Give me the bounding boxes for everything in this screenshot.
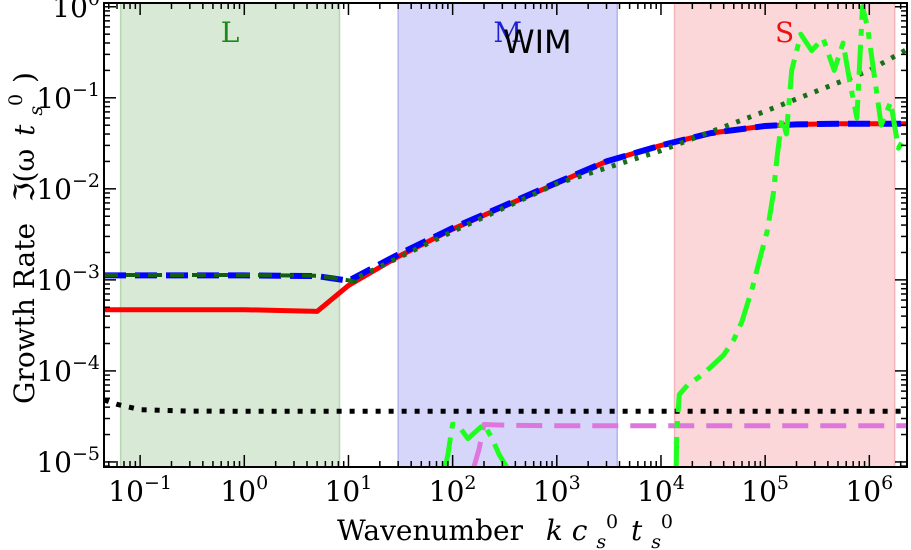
x-tick-label: 102 (429, 472, 477, 508)
y-tick-label: 100 (52, 0, 100, 24)
x-tick-label: 100 (220, 472, 268, 508)
y-axis-label-math: ℑ(ω (8, 149, 41, 202)
plot-frame (103, 2, 908, 468)
x-axis-label-sup1: 0 (606, 511, 618, 533)
y-tick-label: 10−3 (36, 261, 100, 297)
x-axis-label-math: k c (546, 514, 588, 547)
y-axis-label-sub: s (25, 106, 47, 116)
region-label-l: L (221, 16, 240, 49)
y-tick-label: 10−2 (36, 170, 100, 206)
x-tick-label: 10−1 (108, 472, 172, 508)
y-axis-label-close: ) (8, 72, 41, 83)
x-tick-label: 101 (325, 472, 373, 508)
y-axis-label-t: t (8, 124, 41, 136)
x-axis-label: Wavenumber k c s 0 t s 0 (337, 502, 673, 550)
axis-ticks (104, 3, 907, 467)
series-layer (104, 4, 907, 467)
x-tick-label: 105 (741, 472, 789, 508)
series-black-dotted (104, 397, 907, 414)
series-lime-dashdot-a (442, 421, 509, 467)
y-tick-label: 10−1 (36, 79, 100, 115)
y-tick-label: 10−4 (36, 352, 100, 388)
x-axis-label-sup2: 0 (661, 511, 673, 533)
band-regions (119, 2, 896, 468)
series-green-dotted (347, 47, 907, 285)
x-axis-label-text: Wavenumber (337, 514, 524, 547)
y-axis-label-sup: 0 (5, 94, 27, 106)
region-m (397, 2, 618, 468)
y-axis-label-text: Growth Rate (8, 223, 41, 404)
y-tick-label: 10−5 (36, 443, 100, 479)
x-axis-label-sub2: s (651, 531, 661, 550)
tick-labels: 10−1 100 101 102 103 104 105 106 10−5 10−4 10−3 10−… (36, 0, 893, 508)
y-axis-label: Growth Rate ℑ(ω t s 0 ) (0, 72, 49, 404)
region-s (673, 2, 896, 468)
annotation-wim: WIM (503, 23, 572, 61)
series-violet-dashed (471, 422, 907, 467)
x-tick-label: 104 (637, 472, 685, 508)
region-label-m: M (493, 16, 522, 49)
x-axis-label-sub1: s (596, 531, 606, 550)
x-tick-label: 103 (533, 472, 581, 508)
series-lime-dashdot-b (673, 4, 907, 467)
x-axis-label-t: t (631, 514, 643, 547)
region-l (119, 2, 341, 468)
x-tick-label: 106 (845, 472, 893, 508)
region-label-s: S (775, 16, 794, 49)
